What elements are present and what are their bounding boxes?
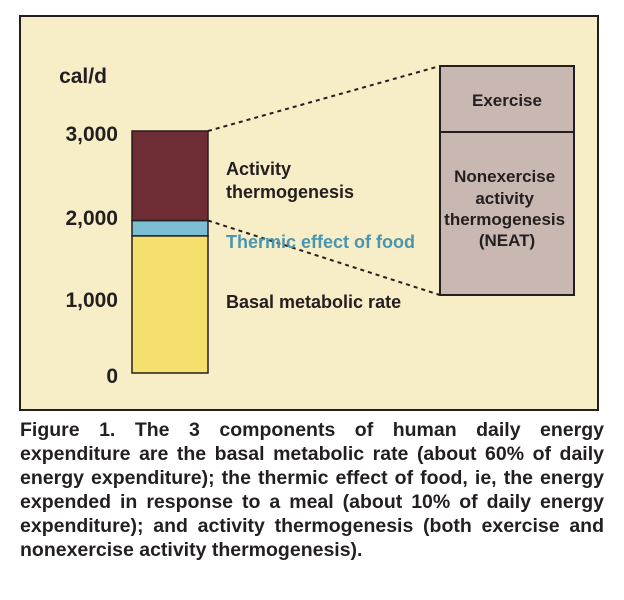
thermic-effect-label: Thermic effect of food bbox=[226, 232, 415, 252]
figure-caption: Figure 1. The 3 components of human dail… bbox=[20, 419, 604, 561]
energy-expenditure-figure: cal/d 0 1,000 2,000 3,000 Activity thermoge… bbox=[19, 15, 599, 411]
stacked-bar bbox=[131, 130, 209, 374]
bar-segment-basal-metabolic-rate bbox=[131, 235, 209, 374]
y-tick-label: 3,000 bbox=[65, 123, 118, 146]
connector-line-top bbox=[207, 65, 441, 132]
activity-breakdown-box: Exercise Nonexercise activity thermogene… bbox=[439, 65, 575, 296]
bar-segment-activity-thermogenesis bbox=[131, 130, 209, 222]
y-tick-label: 1,000 bbox=[65, 289, 118, 312]
bar-segment-thermic-effect-of-food bbox=[131, 219, 209, 237]
y-tick-label: 2,000 bbox=[65, 207, 118, 230]
connector-line-bottom bbox=[207, 219, 441, 296]
basal-metabolic-rate-label: Basal metabolic rate bbox=[226, 292, 401, 312]
y-tick-label: 0 bbox=[106, 365, 118, 388]
activity-thermogenesis-label: Activity thermogenesis bbox=[226, 159, 354, 202]
exercise-segment bbox=[439, 65, 575, 133]
neat-label: Nonexercise activity thermogenesis (NEAT… bbox=[444, 167, 570, 250]
y-axis-label: cal/d bbox=[59, 65, 107, 88]
exercise-label: Exercise bbox=[472, 91, 542, 110]
neat-segment bbox=[439, 131, 575, 296]
y-axis-ticks: 0 1,000 2,000 3,000 bbox=[65, 123, 118, 388]
